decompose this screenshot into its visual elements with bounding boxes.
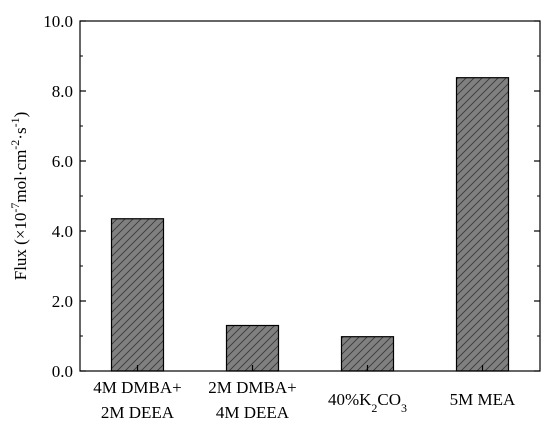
bar-4 bbox=[455, 77, 510, 372]
x-tick-label: 2M DMBA+ bbox=[208, 378, 296, 397]
y-tick-label: 8.0 bbox=[52, 82, 73, 101]
y-tick-label: 0.0 bbox=[52, 362, 73, 381]
y-tick-label: 4.0 bbox=[52, 222, 73, 241]
bar-2 bbox=[225, 324, 280, 372]
ticks-layer bbox=[80, 20, 540, 372]
labels-layer: 0.0 2.0 4.0 6.0 8.0 10.0 Flux (×10-7mol·cm-2·s… bbox=[8, 12, 516, 422]
y-axis-label: Flux (×10-7mol·cm-2·s-1) bbox=[8, 112, 30, 281]
x-tick-label: 4M DEEA bbox=[216, 403, 290, 422]
y-tick-label: 6.0 bbox=[52, 152, 73, 171]
x-tick-label: 5M MEA bbox=[450, 390, 516, 409]
x-tick-label: 2M DEEA bbox=[101, 403, 175, 422]
x-tick-label: 4M DMBA+ bbox=[93, 378, 181, 397]
bars-layer bbox=[110, 77, 510, 372]
bar-1 bbox=[110, 218, 165, 372]
y-tick-label: 2.0 bbox=[52, 292, 73, 311]
x-tick-label: 40%K2CO3 bbox=[328, 390, 407, 415]
y-tick-label: 10.0 bbox=[43, 12, 73, 31]
